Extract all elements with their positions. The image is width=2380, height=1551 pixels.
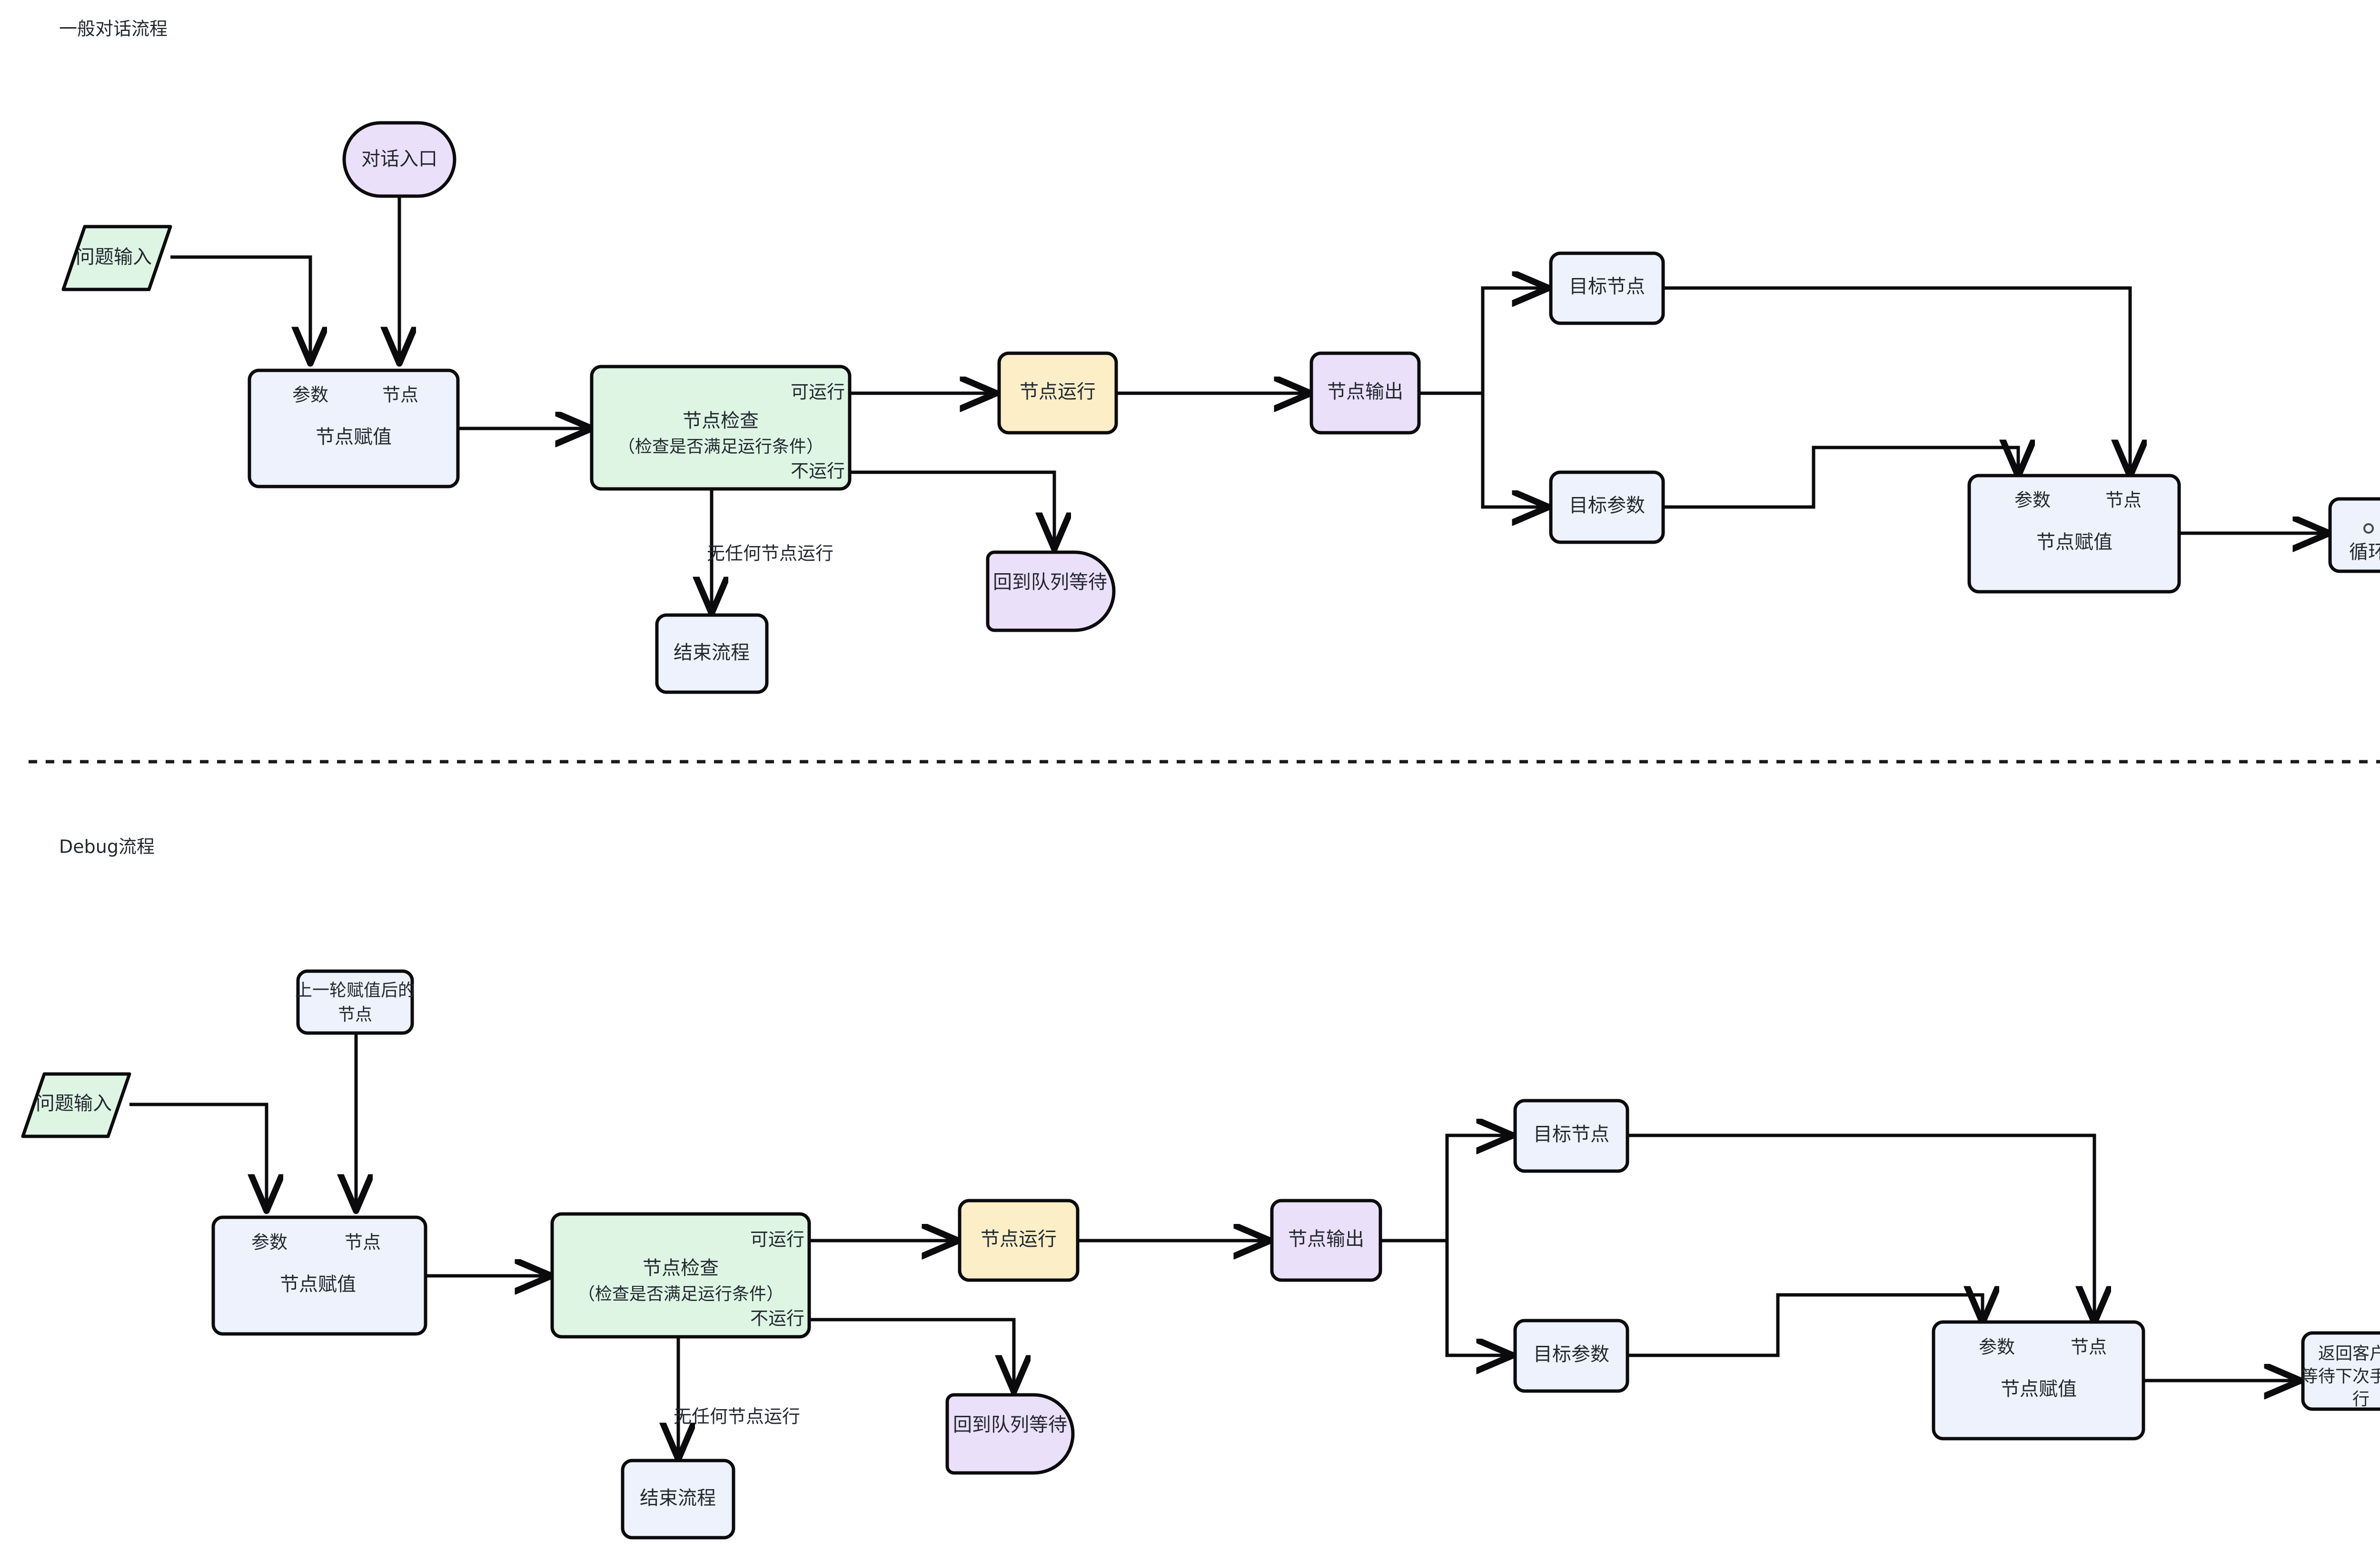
node-node-check-general[interactable]: 节点检查 （检查是否满足运行条件） 可运行 不运行 (590, 365, 852, 491)
node-loop-execute[interactable]: 循环执行 (2328, 497, 2380, 573)
edge-input-to-assign1 (170, 255, 310, 362)
node-label-line1: 返回客户端 (2318, 1344, 2380, 1363)
node-port-right-label: 节点 (2105, 490, 2142, 511)
node-label: 问题输入 (36, 1093, 112, 1114)
node-target-param-debug[interactable]: 目标参数 (1513, 1319, 1629, 1393)
node-label: 回到队列等待 (953, 1414, 1067, 1436)
node-node-output-debug[interactable]: 节点输出 (1270, 1199, 1382, 1282)
node-label-line2: （检查是否满足运行条件） (578, 1284, 783, 1304)
node-dialog-entry[interactable]: 对话入口 (342, 121, 456, 198)
node-node-check-debug[interactable]: 节点检查 （检查是否满足运行条件） 可运行 不运行 (550, 1212, 811, 1339)
node-port-right-label: 节点 (345, 1232, 381, 1253)
node-label: 节点赋值 (316, 426, 392, 448)
node-label-line2: 节点 (338, 1005, 372, 1024)
section-title-general: 一般对话流程 (59, 19, 168, 40)
edge-out-to-targetparam (1481, 393, 1547, 507)
node-output-yes-label: 可运行 (750, 1229, 804, 1250)
node-question-input-general[interactable]: 问题输入 (61, 225, 172, 291)
node-label-line1: 节点检查 (643, 1257, 719, 1279)
node-assign-values-1-debug[interactable]: 参数 节点 节点赋值 (211, 1215, 427, 1336)
node-end-process-debug[interactable]: 结束流程 (621, 1459, 735, 1540)
node-assign-values-2[interactable]: 参数 节点 节点赋值 (1967, 474, 2181, 594)
node-label: 目标节点 (1569, 276, 1645, 298)
node-label: 目标节点 (1533, 1123, 1609, 1145)
node-node-output-general[interactable]: 节点输出 (1309, 351, 1421, 435)
node-port-left-label: 参数 (292, 385, 328, 406)
node-label: 节点运行 (1020, 381, 1096, 403)
node-question-input-debug[interactable]: 问题输入 (21, 1072, 131, 1138)
node-port-right-label: 节点 (2071, 1337, 2107, 1358)
edge-targetnode-to-assign2-debug (1627, 1133, 2094, 1321)
edge-targetnode-to-assign2 (1663, 286, 2130, 475)
node-target-node-general[interactable]: 目标节点 (1549, 251, 1665, 325)
edge-input-to-assign1-debug (129, 1103, 267, 1209)
node-previous-round-node[interactable]: 上一轮赋值后的 节点 (295, 969, 415, 1035)
node-node-run-general[interactable]: 节点运行 (997, 351, 1118, 435)
node-label: 回到队列等待 (993, 571, 1107, 593)
node-output-yes-label: 可运行 (791, 382, 845, 403)
three-dots-icon (2363, 523, 2374, 534)
node-target-node-debug[interactable]: 目标节点 (1513, 1099, 1629, 1173)
edge-out-to-targetnode-debug (1380, 1135, 1511, 1243)
node-label: 节点运行 (981, 1228, 1057, 1250)
node-port-left-label: 参数 (1979, 1337, 2015, 1358)
edge-label-no-node-run-debug: 无任何节点运行 (674, 1406, 800, 1427)
edge-check-no-to-queue (850, 470, 1054, 547)
node-end-process-general[interactable]: 结束流程 (655, 613, 769, 694)
node-label: 问题输入 (76, 246, 152, 268)
node-label: 节点输出 (1288, 1228, 1364, 1250)
node-label: 目标参数 (1569, 495, 1645, 517)
edge-label-no-node-run-general: 无任何节点运行 (707, 543, 833, 564)
node-port-left-label: 参数 (2014, 490, 2051, 511)
node-output-no-label: 不运行 (791, 461, 845, 482)
node-assign-values-2-debug[interactable]: 参数 节点 节点赋值 (1932, 1320, 2145, 1441)
node-back-to-queue-debug[interactable]: 回到队列等待 (945, 1393, 1075, 1475)
edge-out-to-targetnode (1418, 288, 1547, 395)
node-target-param-general[interactable]: 目标参数 (1549, 470, 1665, 544)
edge-targetparam-to-assign2-debug (1627, 1295, 1983, 1357)
node-label: 节点赋值 (2036, 531, 2112, 553)
node-return-to-client-wait[interactable]: 返回客户端 等待下次手动执 行 (2301, 1331, 2380, 1411)
edge-targetparam-to-assign2 (1663, 447, 2018, 509)
node-port-right-label: 节点 (382, 385, 418, 406)
node-label-line3: 行 (2352, 1390, 2370, 1409)
node-label: 结束流程 (640, 1487, 716, 1509)
edge-out-to-targetparam-debug (1445, 1241, 1511, 1355)
node-label: 结束流程 (674, 642, 750, 664)
node-label-line1: 上一轮赋值后的 (295, 981, 415, 1000)
edge-check-no-to-queue-debug (809, 1318, 1014, 1390)
node-label: 节点赋值 (280, 1273, 356, 1295)
node-back-to-queue-general[interactable]: 回到队列等待 (986, 550, 1116, 632)
node-label: 节点输出 (1327, 381, 1403, 403)
node-node-run-debug[interactable]: 节点运行 (958, 1199, 1080, 1282)
node-label-line1: 节点检查 (683, 410, 759, 432)
node-label: 循环执行 (2349, 541, 2380, 563)
node-label-line2: （检查是否满足运行条件） (618, 437, 823, 457)
node-label: 目标参数 (1533, 1343, 1609, 1365)
node-port-left-label: 参数 (251, 1232, 288, 1253)
node-output-no-label: 不运行 (750, 1308, 804, 1329)
node-label-line2: 等待下次手动执 (2301, 1367, 2380, 1386)
section-title-debug: Debug流程 (59, 836, 155, 857)
node-label: 对话入口 (361, 148, 437, 170)
node-label: 节点赋值 (2001, 1378, 2077, 1400)
node-assign-values-1[interactable]: 参数 节点 节点赋值 (248, 368, 460, 488)
